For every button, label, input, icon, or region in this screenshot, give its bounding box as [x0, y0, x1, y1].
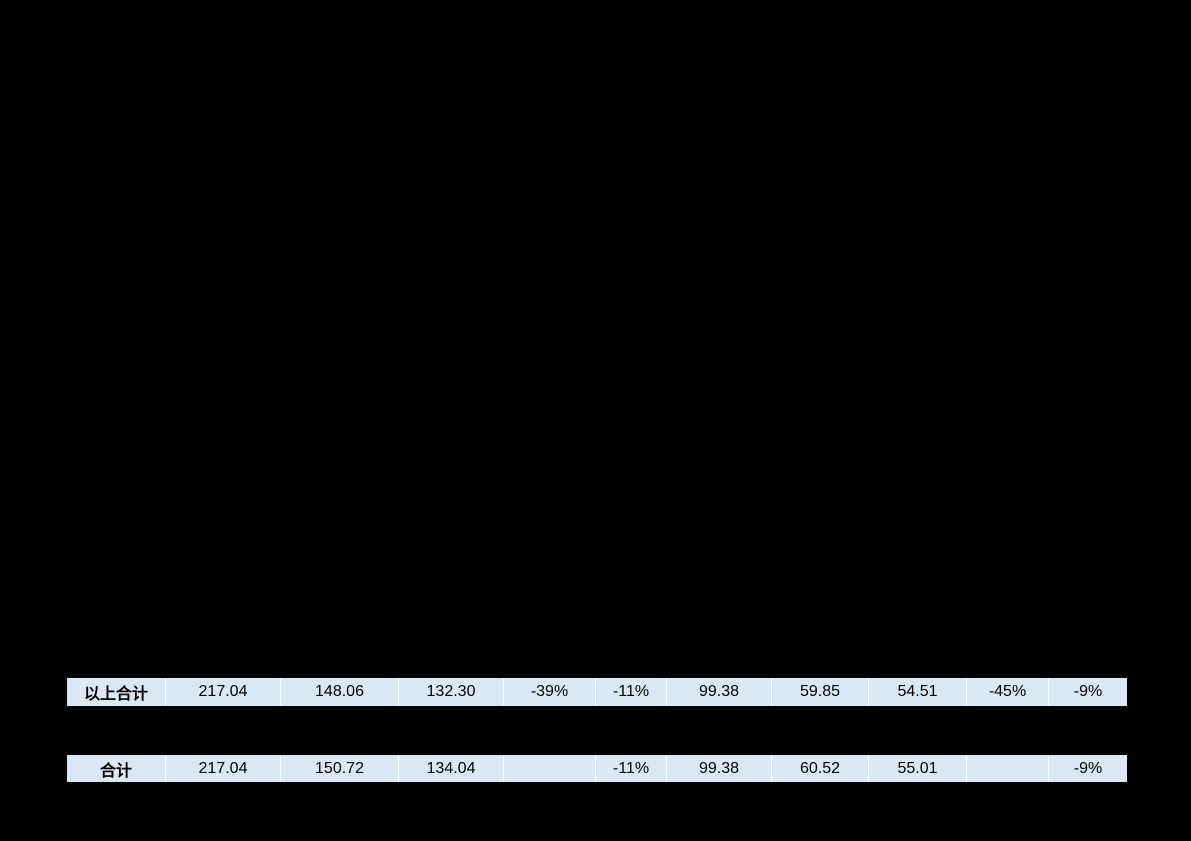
table-cell: -45%	[967, 678, 1049, 706]
table-cell	[504, 755, 596, 782]
table-cell: -11%	[596, 755, 667, 782]
table-cell: 217.04	[166, 678, 281, 706]
table-cell: 55.01	[869, 755, 967, 782]
table-cell: 54.51	[869, 678, 967, 706]
table-cell: 150.72	[281, 755, 399, 782]
table-cell: -9%	[1073, 759, 1103, 777]
table-cell	[967, 755, 1049, 782]
table-cell: -9%	[1073, 683, 1103, 700]
table-cell: 99.38	[667, 755, 772, 782]
table-cell: 148.06	[281, 678, 399, 706]
row-label: 合计	[67, 755, 166, 782]
table-cell: 217.04	[166, 755, 281, 782]
table-cell: 132.30	[399, 678, 504, 706]
table-cell: -11%	[596, 678, 667, 706]
table-cell: -39%	[504, 678, 596, 706]
subtotal-row: 以上合计 217.04 148.06 132.30 -39% -11% 99.3…	[67, 678, 1127, 706]
table-cell: 59.85	[772, 678, 869, 706]
row-label: 以上合计	[67, 678, 166, 706]
table-cell: 134.04	[399, 755, 504, 782]
grand-total-row: 合计 217.04 150.72 134.04 -11% 99.38 60.52…	[67, 755, 1127, 782]
table-cell: 99.38	[667, 678, 772, 706]
table-cell: 60.52	[772, 755, 869, 782]
